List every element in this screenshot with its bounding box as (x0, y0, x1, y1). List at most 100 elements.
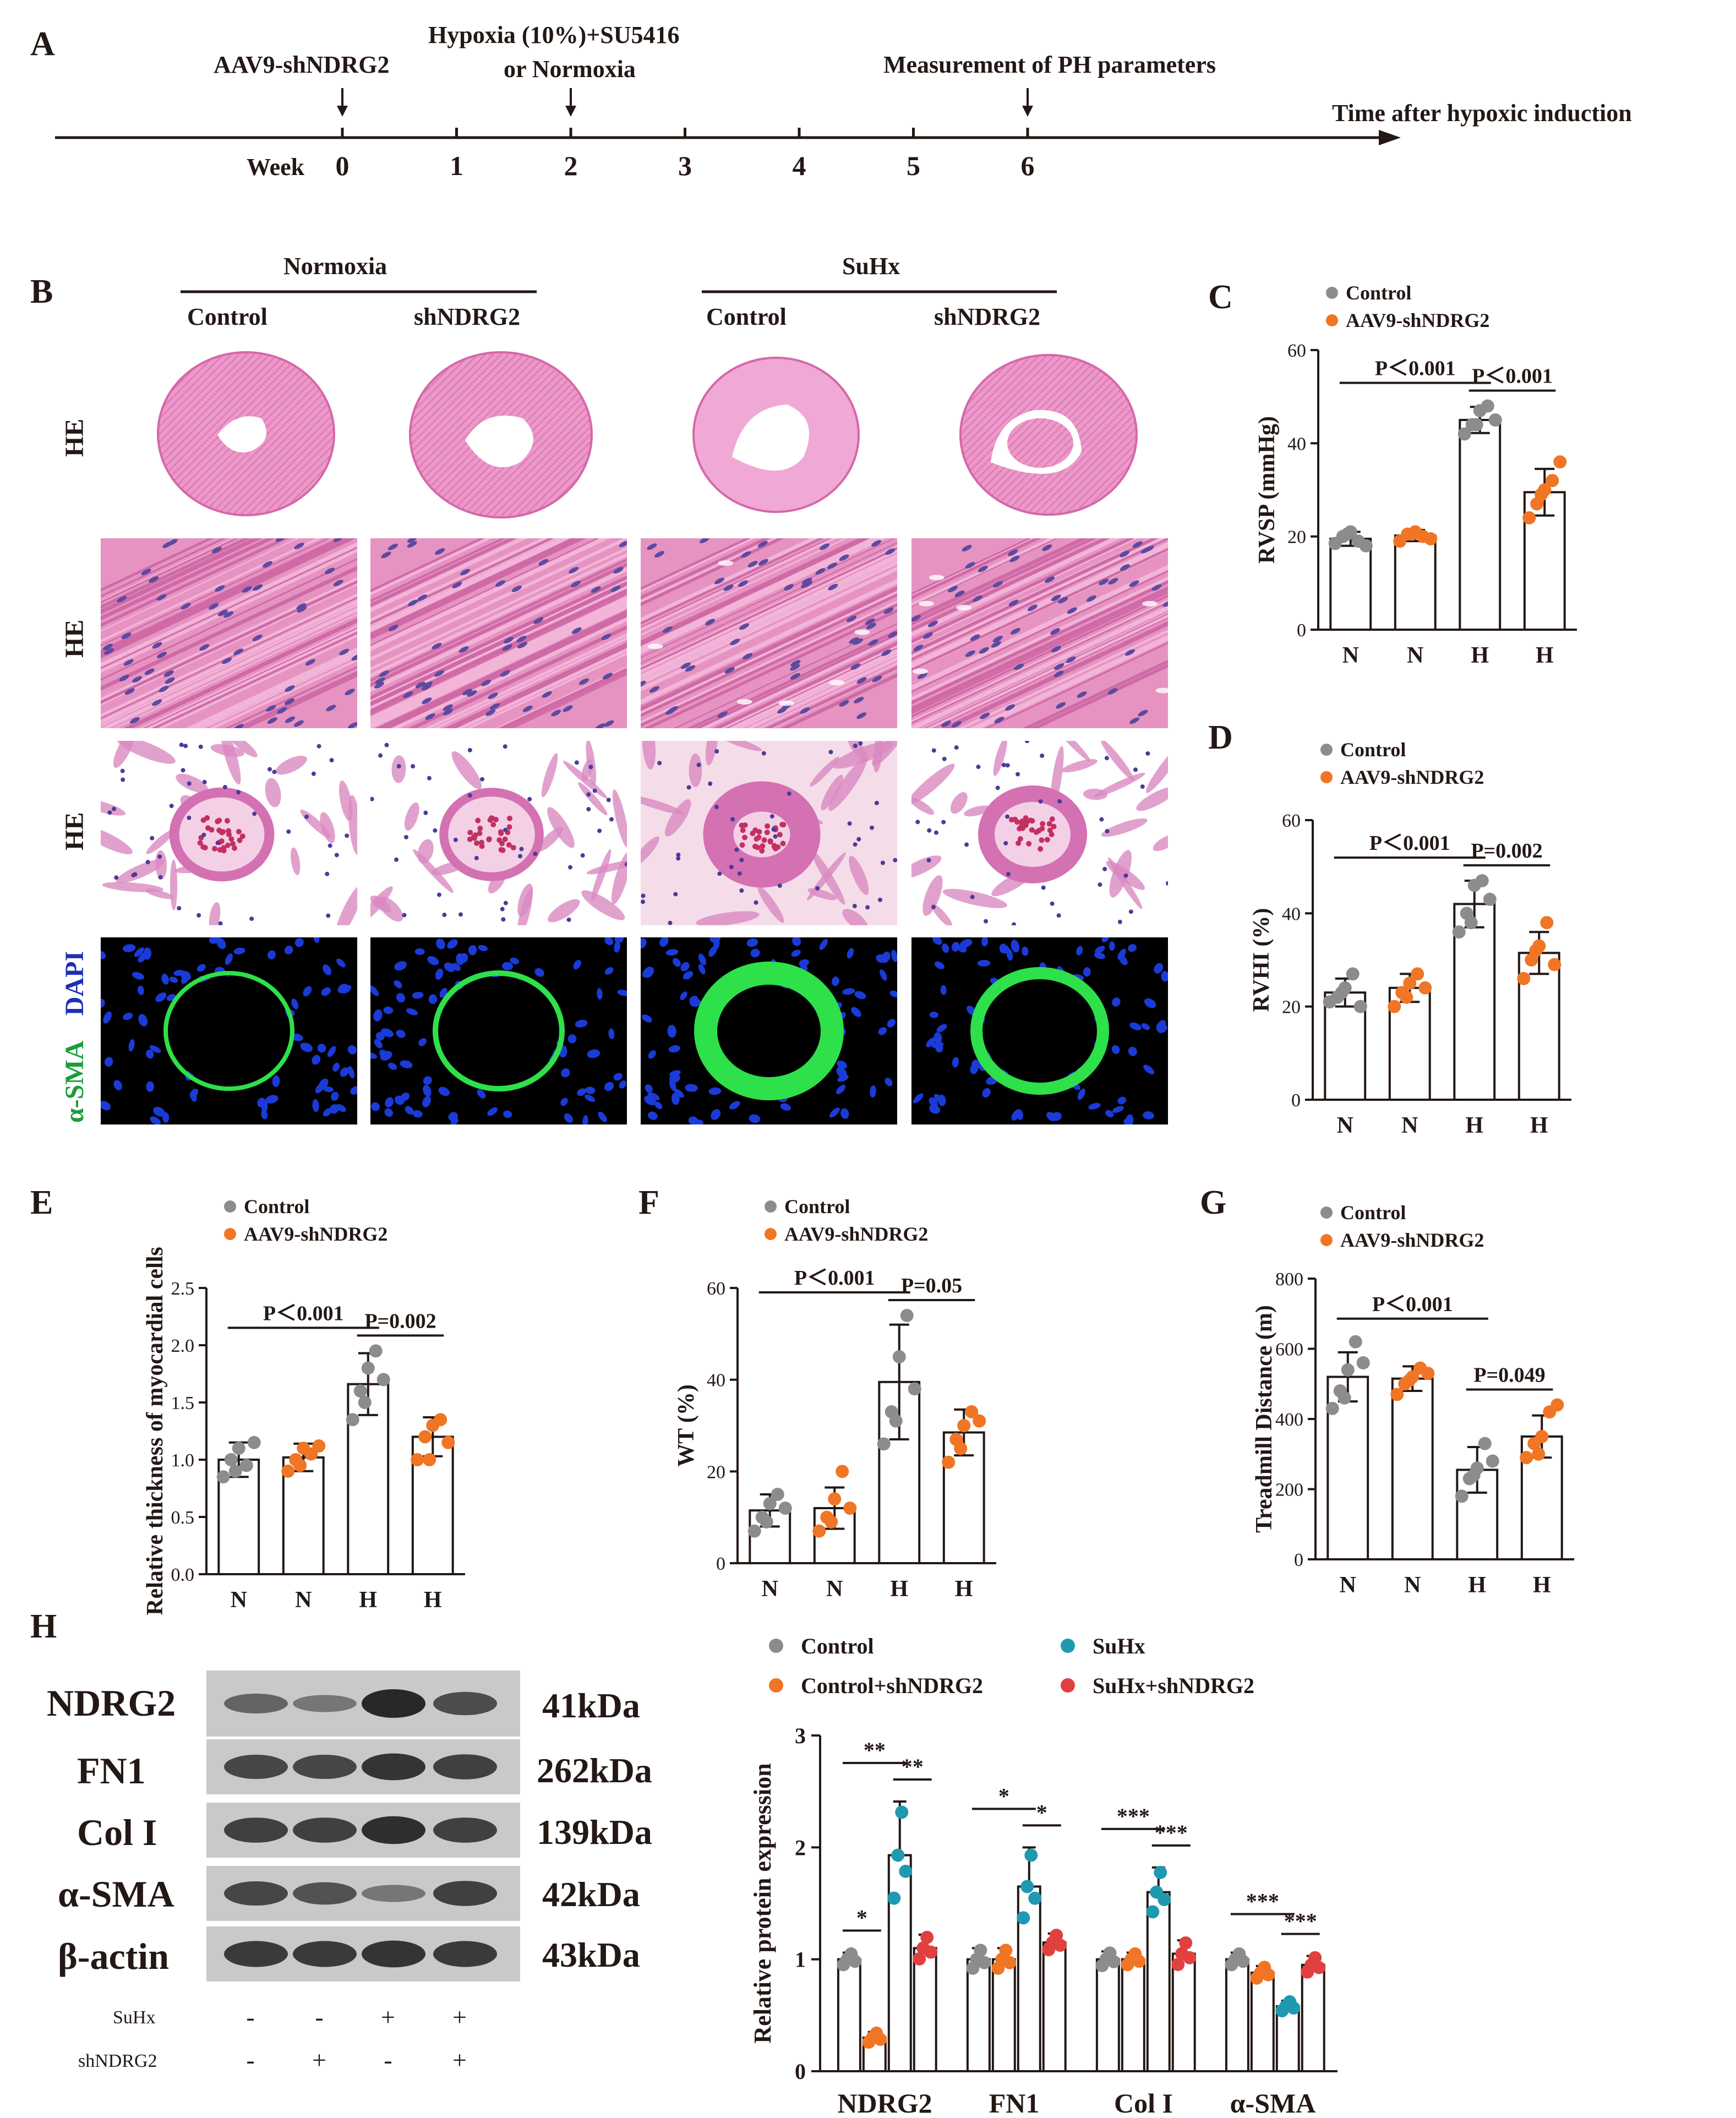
E-legend-control: Control (244, 1196, 309, 1218)
G-point-0-2 (1341, 1363, 1355, 1377)
week-label-0: 0 (336, 150, 350, 181)
F-point-3-2 (957, 1419, 971, 1432)
panel-e-letter: E (30, 1184, 53, 1221)
E-legend-control-dot (224, 1200, 236, 1213)
timeline-arrow (1379, 130, 1401, 145)
wb-band-0-2 (362, 1689, 425, 1718)
H-point-1-0-2 (974, 1944, 987, 1957)
F-point-1-3 (836, 1465, 849, 1478)
E-legend-treated-dot (224, 1228, 236, 1240)
E-bar-1 (282, 1456, 325, 1576)
G-xlabel-2: H (1468, 1573, 1486, 1598)
F-point-0-5 (760, 1515, 773, 1529)
G-ytick-label-2: 400 (1275, 1410, 1303, 1430)
wb-size-col1: 139kDa (537, 1813, 652, 1852)
wb-band-4-2 (362, 1940, 425, 1968)
wb-band-0-0 (224, 1694, 288, 1713)
C-point-3-0 (1522, 511, 1536, 525)
C-point-0-5 (1340, 527, 1354, 541)
C-legend-control: Control (1346, 282, 1411, 304)
E-point-0-4 (247, 1435, 261, 1449)
panel-c-letter: C (1208, 279, 1233, 316)
C-ytick-label-1: 20 (1287, 527, 1306, 548)
E-point-0-2 (232, 1442, 245, 1455)
E-comp-text-0: P＜0.001 (263, 1302, 344, 1325)
C-legend-treated: AAV9-shNDRG2 (1346, 309, 1489, 331)
G-legend-control: Control (1340, 1202, 1406, 1224)
H-legend-label-2: SuHx (1093, 1634, 1145, 1658)
wb-band-2-3 (433, 1817, 497, 1843)
C-bar-2 (1459, 419, 1502, 631)
wb-band-0-1 (293, 1695, 357, 1712)
C-ytick-label-0: 0 (1297, 620, 1306, 641)
H-point-1-3-3 (1053, 1939, 1067, 1952)
group-lines-svg (181, 290, 1057, 293)
wb-band-1-0 (224, 1755, 288, 1779)
D-xlabel-1: N (1401, 1113, 1418, 1138)
C-point-3-4 (1553, 455, 1567, 469)
E-ytick-label-4: 2.0 (171, 1336, 195, 1356)
C-point-0-4 (1359, 539, 1373, 553)
C-ylabel: RVSP (mmHg) (1254, 416, 1280, 564)
wb-band-1-1 (293, 1755, 357, 1779)
week-label-2: 2 (564, 150, 578, 181)
H-legend-dot-1 (769, 1678, 783, 1693)
H-ytick-label-1: 1 (795, 1947, 806, 1972)
C-point-1-5 (1405, 527, 1419, 541)
E-comp-text-1: P=0.002 (364, 1309, 436, 1333)
D-point-2-0 (1452, 925, 1466, 939)
wb-label-col1: Col I (77, 1811, 157, 1853)
E-point-1-5 (293, 1459, 307, 1472)
D-ytick-label-3: 60 (1282, 811, 1301, 831)
event-hypoxia-label: Hypoxia (10%)+SU5416 (428, 21, 680, 48)
wb-size-fn1: 262kDa (537, 1751, 652, 1790)
wb-size-actin: 43kDa (542, 1935, 640, 1974)
G-point-2-5 (1467, 1469, 1481, 1482)
G-ylabel: Treadmill Distance (m) (1252, 1305, 1277, 1533)
panel-d-letter: D (1208, 719, 1233, 756)
E-point-0-5 (228, 1464, 242, 1478)
event-arrowhead-1 (565, 106, 576, 117)
H-bar-1-0 (966, 1958, 991, 2073)
H-legend-label-1: Control+shNDRG2 (801, 1673, 983, 1698)
G-ytick-label-0: 0 (1294, 1550, 1303, 1570)
col-control-1: Control (187, 303, 268, 330)
C-xlabel-2: H (1471, 643, 1489, 668)
event-aav9-label: AAV9-shNDRG2 (214, 51, 390, 78)
G-point-1-0 (1390, 1388, 1404, 1401)
G-point-2-4 (1486, 1454, 1499, 1468)
panel-b-letter: B (30, 273, 53, 310)
event-normoxia-label: or Normoxia (504, 56, 636, 83)
E-xlabel-1: N (295, 1587, 312, 1613)
F-comp-text-0: P＜0.001 (794, 1267, 875, 1290)
wb-suhx-sign-3: + (452, 2003, 467, 2031)
H-point-0-1-3 (874, 2033, 887, 2046)
E-point-3-4 (441, 1435, 455, 1449)
F-point-1-2 (828, 1492, 842, 1506)
D-comp-text-0: P＜0.001 (1369, 832, 1450, 855)
C-comp-text-0: P＜0.001 (1375, 357, 1456, 380)
D-point-1-0 (1388, 1000, 1401, 1013)
myocardium-he-4 (911, 538, 1168, 728)
wb-row-shndrg2: shNDRG2 (78, 2051, 157, 2071)
wb-band-3-3 (433, 1881, 497, 1906)
G-xlabel-0: N (1340, 1573, 1356, 1598)
C-legend-control-dot (1326, 287, 1338, 299)
H-ytick-label-2: 2 (795, 1835, 806, 1860)
H-sig-text-7: *** (1246, 1888, 1279, 1913)
H-bar-3-1 (1250, 1972, 1275, 2072)
C-point-3-5 (1535, 488, 1548, 501)
H-ylabel: Relative protein expression (749, 1763, 776, 2043)
panel-f-letter: F (638, 1184, 659, 1221)
event-arrowhead-0 (337, 106, 348, 117)
G-legend-treated-dot (1320, 1234, 1333, 1246)
G-ytick-label-3: 600 (1275, 1340, 1303, 1360)
E-xlabel-2: H (359, 1587, 377, 1613)
H-ytick-label-0: 0 (795, 2059, 806, 2084)
E-point-2-4 (376, 1373, 390, 1386)
F-point-0-2 (763, 1497, 777, 1510)
H-bar-0-3 (913, 1947, 937, 2072)
panel-h-letter: H (30, 1608, 57, 1645)
C-legend-treated-dot (1326, 314, 1338, 326)
